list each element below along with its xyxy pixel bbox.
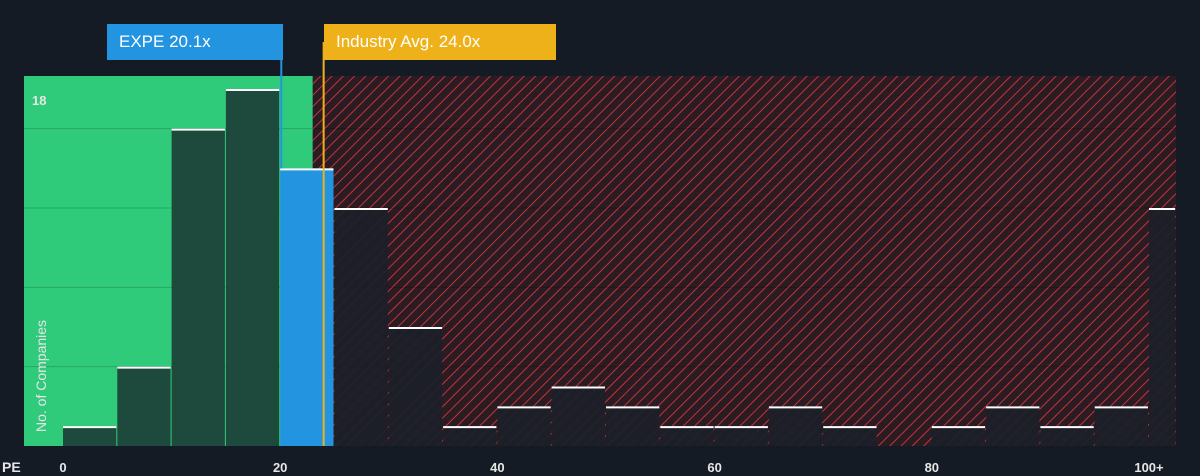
histogram-bar [660, 426, 714, 446]
histogram-bar [823, 426, 877, 446]
histogram-bar [117, 366, 171, 446]
x-tick-label: 100+ [1134, 460, 1164, 475]
histogram-bar [388, 327, 443, 446]
histogram-bar [551, 386, 605, 446]
histogram-bar [334, 208, 388, 446]
histogram-bar [225, 89, 280, 446]
histogram-bar [443, 426, 497, 446]
histogram-bar [714, 426, 768, 446]
histogram-bar [1040, 426, 1094, 446]
histogram-bar [1094, 406, 1148, 446]
industry-avg-callout: Industry Avg. 24.0x [324, 24, 556, 60]
company-pe-callout: EXPE 20.1x [107, 24, 283, 60]
histogram-bar [1149, 208, 1176, 446]
x-tick-label: 80 [925, 460, 939, 475]
x-tick-label: 40 [490, 460, 504, 475]
histogram-bar [280, 168, 334, 447]
x-tick-label: 20 [273, 460, 287, 475]
histogram-bar [497, 406, 551, 446]
overvalued-zone [312, 76, 1176, 446]
x-axis-ticks: 0 20 40 60 80 100+ [59, 460, 1164, 475]
y-tick-label: 18 [32, 93, 46, 108]
x-axis-label: PE [2, 459, 21, 475]
histogram-bar [63, 426, 117, 446]
x-tick-label: 60 [707, 460, 721, 475]
histogram-bar [606, 406, 660, 446]
histogram-bar [171, 128, 225, 446]
histogram-bar [768, 406, 823, 446]
histogram-bar [986, 406, 1040, 446]
histogram-bar [931, 426, 986, 446]
y-axis-label: No. of Companies [33, 320, 49, 432]
x-tick-label: 0 [59, 460, 66, 475]
